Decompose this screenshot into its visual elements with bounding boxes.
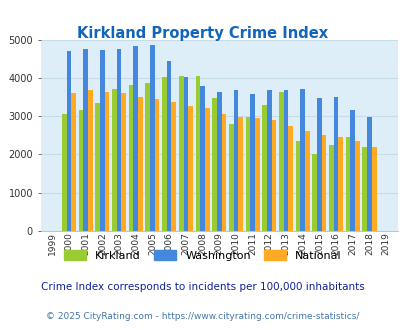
Bar bbox=[171, 102, 176, 231]
Bar bbox=[254, 118, 259, 231]
Bar bbox=[328, 145, 333, 231]
Bar bbox=[145, 83, 150, 231]
Bar bbox=[121, 93, 126, 231]
Bar bbox=[245, 117, 249, 231]
Bar bbox=[371, 147, 375, 231]
Bar bbox=[249, 94, 254, 231]
Bar bbox=[233, 90, 238, 231]
Bar bbox=[71, 93, 76, 231]
Bar bbox=[221, 114, 226, 231]
Text: © 2025 CityRating.com - https://www.cityrating.com/crime-statistics/: © 2025 CityRating.com - https://www.city… bbox=[46, 312, 359, 321]
Bar bbox=[366, 117, 371, 231]
Bar bbox=[178, 76, 183, 231]
Bar bbox=[350, 111, 354, 231]
Bar bbox=[200, 85, 205, 231]
Bar bbox=[195, 76, 200, 231]
Bar bbox=[128, 85, 133, 231]
Bar bbox=[188, 106, 192, 231]
Legend: Kirkland, Washington, National: Kirkland, Washington, National bbox=[64, 250, 341, 261]
Bar bbox=[300, 89, 304, 231]
Bar bbox=[304, 131, 309, 231]
Bar bbox=[104, 92, 109, 231]
Bar bbox=[212, 98, 216, 231]
Bar bbox=[112, 89, 117, 231]
Bar bbox=[228, 124, 233, 231]
Bar bbox=[316, 98, 321, 231]
Bar bbox=[150, 45, 154, 231]
Bar bbox=[321, 135, 326, 231]
Bar bbox=[278, 92, 283, 231]
Bar bbox=[338, 137, 342, 231]
Bar bbox=[183, 77, 188, 231]
Bar bbox=[362, 147, 366, 231]
Bar bbox=[162, 77, 166, 231]
Bar bbox=[88, 90, 92, 231]
Bar bbox=[83, 49, 88, 231]
Bar bbox=[166, 61, 171, 231]
Bar bbox=[333, 97, 338, 231]
Bar bbox=[345, 137, 350, 231]
Bar bbox=[79, 111, 83, 231]
Bar bbox=[288, 126, 292, 231]
Bar bbox=[311, 154, 316, 231]
Bar bbox=[271, 120, 276, 231]
Bar bbox=[354, 141, 359, 231]
Bar bbox=[154, 99, 159, 231]
Bar bbox=[138, 97, 143, 231]
Bar bbox=[100, 50, 104, 231]
Bar bbox=[283, 90, 288, 231]
Bar bbox=[295, 141, 300, 231]
Bar bbox=[133, 46, 138, 231]
Bar bbox=[266, 90, 271, 231]
Bar bbox=[117, 49, 121, 231]
Bar bbox=[66, 51, 71, 231]
Bar bbox=[62, 114, 66, 231]
Text: Kirkland Property Crime Index: Kirkland Property Crime Index bbox=[77, 26, 328, 41]
Bar bbox=[238, 117, 242, 231]
Bar bbox=[205, 108, 209, 231]
Text: Crime Index corresponds to incidents per 100,000 inhabitants: Crime Index corresponds to incidents per… bbox=[41, 282, 364, 292]
Bar bbox=[262, 105, 266, 231]
Bar bbox=[95, 103, 100, 231]
Bar bbox=[216, 92, 221, 231]
